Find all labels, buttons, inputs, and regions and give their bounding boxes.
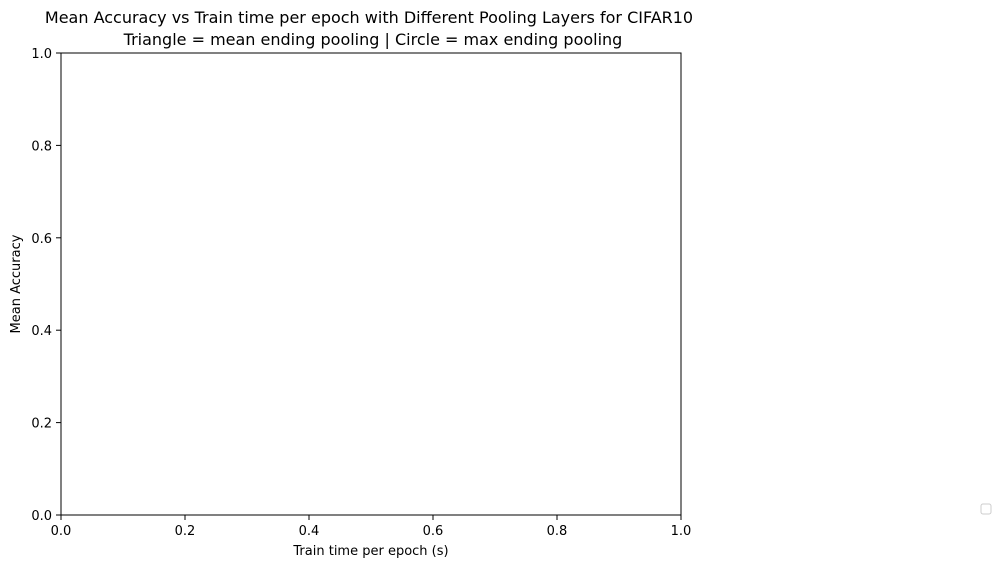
x-tick-label: 0.4 xyxy=(299,524,320,539)
x-tick-label: 0.2 xyxy=(175,524,196,539)
x-tick-label: 0.8 xyxy=(547,524,568,539)
y-axis-label: Mean Accuracy xyxy=(9,234,24,333)
x-axis-label: Train time per epoch (s) xyxy=(292,544,448,559)
x-axis-ticks: 0.0 0.2 0.4 0.6 0.8 1.0 xyxy=(51,515,692,539)
x-tick-label: 0.0 xyxy=(51,524,72,539)
y-tick-label: 0.6 xyxy=(31,232,52,247)
y-tick-label: 0.4 xyxy=(31,324,52,339)
y-axis-ticks: 0.0 0.2 0.4 0.6 0.8 1.0 xyxy=(31,47,61,524)
y-tick-label: 0.8 xyxy=(31,139,52,154)
x-tick-label: 1.0 xyxy=(671,524,692,539)
y-tick-label: 1.0 xyxy=(31,47,52,62)
y-tick-label: 0.0 xyxy=(31,509,52,524)
x-tick-label: 0.6 xyxy=(423,524,444,539)
plot-area xyxy=(60,52,682,516)
y-tick-label: 0.2 xyxy=(31,417,52,432)
chart-title: Mean Accuracy vs Train time per epoch wi… xyxy=(45,8,693,27)
legend-box xyxy=(980,503,992,515)
chart-subtitle: Triangle = mean ending pooling | Circle … xyxy=(123,30,623,49)
